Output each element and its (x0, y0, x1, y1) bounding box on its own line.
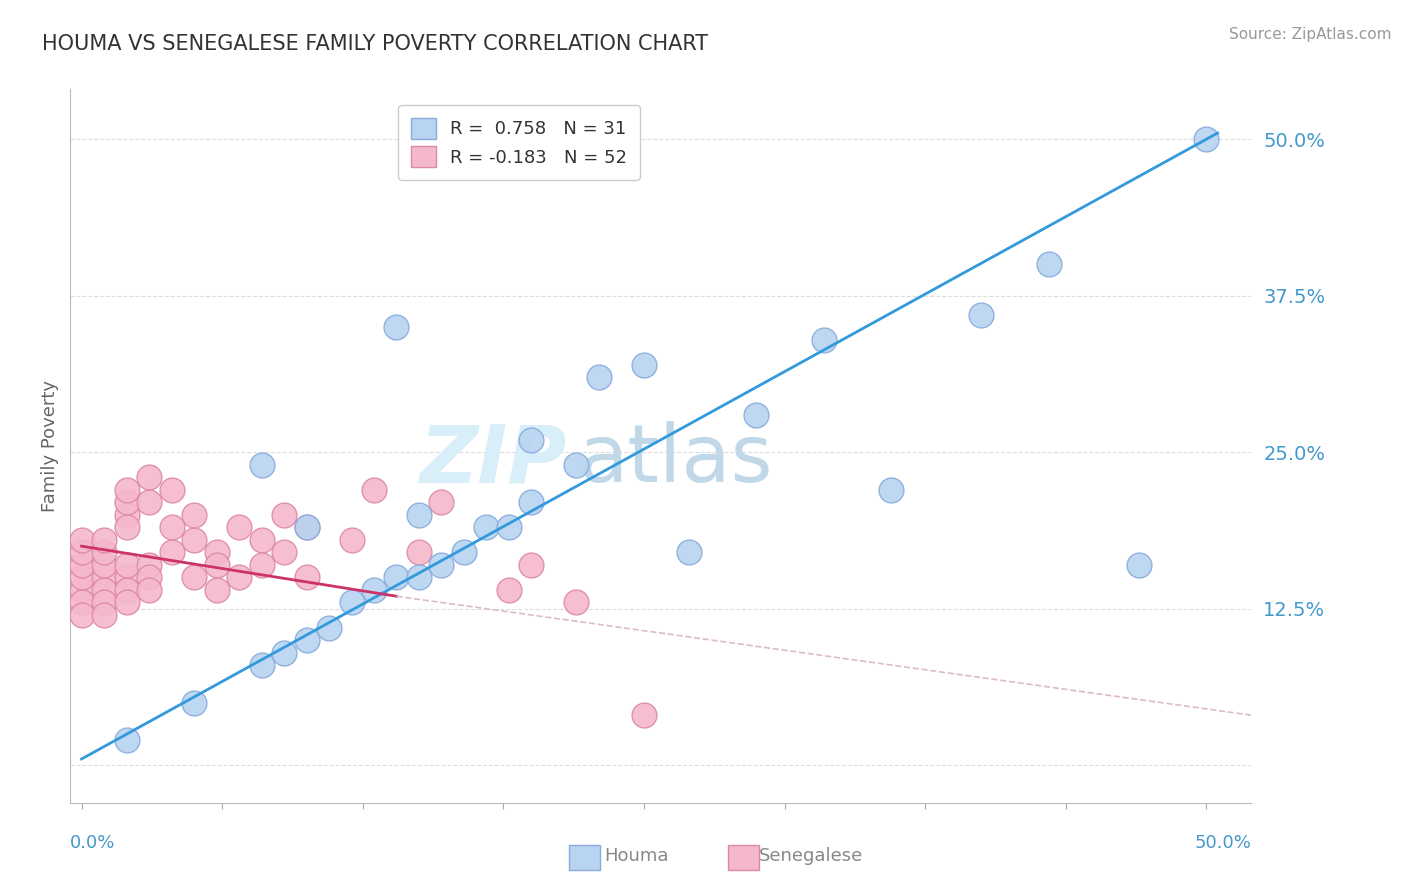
Point (633, 708, 655, 723)
Point (273, 646, 295, 660)
Point (633, 358, 655, 372)
Point (565, 595, 588, 609)
Point (138, 582, 160, 597)
Point (115, 595, 138, 609)
Point (295, 633, 318, 648)
Point (813, 333, 835, 347)
Point (880, 483, 903, 497)
Point (340, 533, 363, 547)
Point (115, 495, 138, 509)
Point (138, 470, 160, 484)
Point (70, 607, 93, 622)
Point (295, 520, 318, 534)
Point (408, 570, 430, 584)
Point (1128, 558, 1150, 572)
Point (205, 582, 228, 597)
Point (70, 570, 93, 584)
Point (363, 582, 385, 597)
Point (295, 570, 318, 584)
Point (588, 370, 610, 384)
Legend: R =  0.758   N = 31, R = -0.183   N = 52: R = 0.758 N = 31, R = -0.183 N = 52 (398, 105, 640, 179)
Point (340, 595, 363, 609)
Point (70, 595, 93, 609)
Point (970, 308, 993, 322)
Point (498, 520, 520, 534)
Point (115, 558, 138, 572)
Y-axis label: Family Poverty: Family Poverty (41, 380, 59, 512)
Point (1195, 132, 1218, 146)
Point (745, 408, 768, 422)
Point (385, 570, 408, 584)
Point (93, 558, 115, 572)
Point (565, 458, 588, 472)
Point (430, 495, 453, 509)
Point (93, 595, 115, 609)
Point (295, 520, 318, 534)
Point (228, 570, 250, 584)
Text: atlas: atlas (578, 421, 772, 500)
Point (138, 558, 160, 572)
Point (205, 545, 228, 559)
Point (115, 520, 138, 534)
Point (183, 570, 205, 584)
Point (115, 483, 138, 497)
Point (453, 545, 475, 559)
Point (138, 495, 160, 509)
Point (273, 508, 295, 522)
Point (228, 520, 250, 534)
Point (138, 570, 160, 584)
Point (115, 508, 138, 522)
Point (475, 520, 498, 534)
Text: 0.0%: 0.0% (70, 834, 115, 852)
Point (520, 433, 543, 447)
Point (93, 545, 115, 559)
Text: ZIP: ZIP (419, 421, 567, 500)
Point (520, 558, 543, 572)
Point (183, 533, 205, 547)
Point (385, 320, 408, 334)
Point (408, 508, 430, 522)
Point (70, 533, 93, 547)
Point (408, 545, 430, 559)
Point (183, 696, 205, 710)
Point (363, 483, 385, 497)
Point (70, 558, 93, 572)
Point (93, 582, 115, 597)
Point (115, 733, 138, 747)
Point (250, 658, 273, 673)
Point (520, 495, 543, 509)
Text: 50.0%: 50.0% (1195, 834, 1251, 852)
Point (93, 607, 115, 622)
Point (160, 483, 183, 497)
Text: Senegalese: Senegalese (759, 847, 863, 865)
Point (250, 458, 273, 472)
Text: Source: ZipAtlas.com: Source: ZipAtlas.com (1229, 27, 1392, 42)
Point (318, 621, 340, 635)
Point (1038, 257, 1060, 271)
Point (183, 508, 205, 522)
Point (273, 545, 295, 559)
Text: HOUMA VS SENEGALESE FAMILY POVERTY CORRELATION CHART: HOUMA VS SENEGALESE FAMILY POVERTY CORRE… (42, 34, 709, 54)
Point (93, 570, 115, 584)
Point (678, 545, 700, 559)
Point (70, 545, 93, 559)
Point (115, 570, 138, 584)
Point (250, 558, 273, 572)
Point (160, 520, 183, 534)
Point (70, 582, 93, 597)
Text: Houma: Houma (605, 847, 669, 865)
Point (250, 533, 273, 547)
Point (93, 533, 115, 547)
Point (498, 582, 520, 597)
Point (115, 582, 138, 597)
Point (430, 558, 453, 572)
Point (205, 558, 228, 572)
Point (160, 545, 183, 559)
